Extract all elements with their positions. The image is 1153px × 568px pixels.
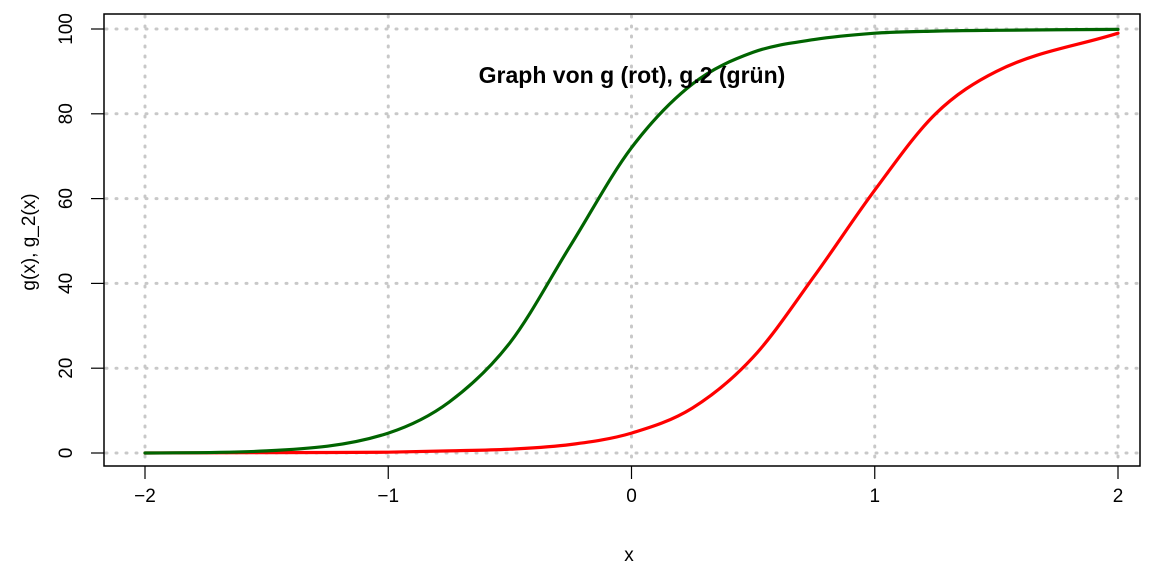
y-tick-label: 20 <box>56 358 77 379</box>
series-line-g <box>143 31 1120 455</box>
x-tick-label: −1 <box>377 486 399 507</box>
y-tick-label: 60 <box>56 188 77 209</box>
y-tick-label: 40 <box>56 273 77 294</box>
plot-frame <box>103 13 1141 467</box>
series-line-g-2 <box>143 27 1120 455</box>
y-tick-label: 0 <box>56 448 77 459</box>
chart-title: Graph von g (rot), g.2 (grün) <box>479 62 786 88</box>
y-tick-label: 100 <box>56 13 77 45</box>
x-tick-label: 2 <box>1113 486 1124 507</box>
x-tick-label: 1 <box>869 486 880 507</box>
y-axis-title: g(x), g_2(x) <box>19 193 40 290</box>
x-axis-title: x <box>624 545 634 566</box>
series-layer <box>143 27 1120 455</box>
y-tick-label: 80 <box>56 103 77 124</box>
x-tick-label: 0 <box>626 486 637 507</box>
x-tick-label: −2 <box>134 486 156 507</box>
